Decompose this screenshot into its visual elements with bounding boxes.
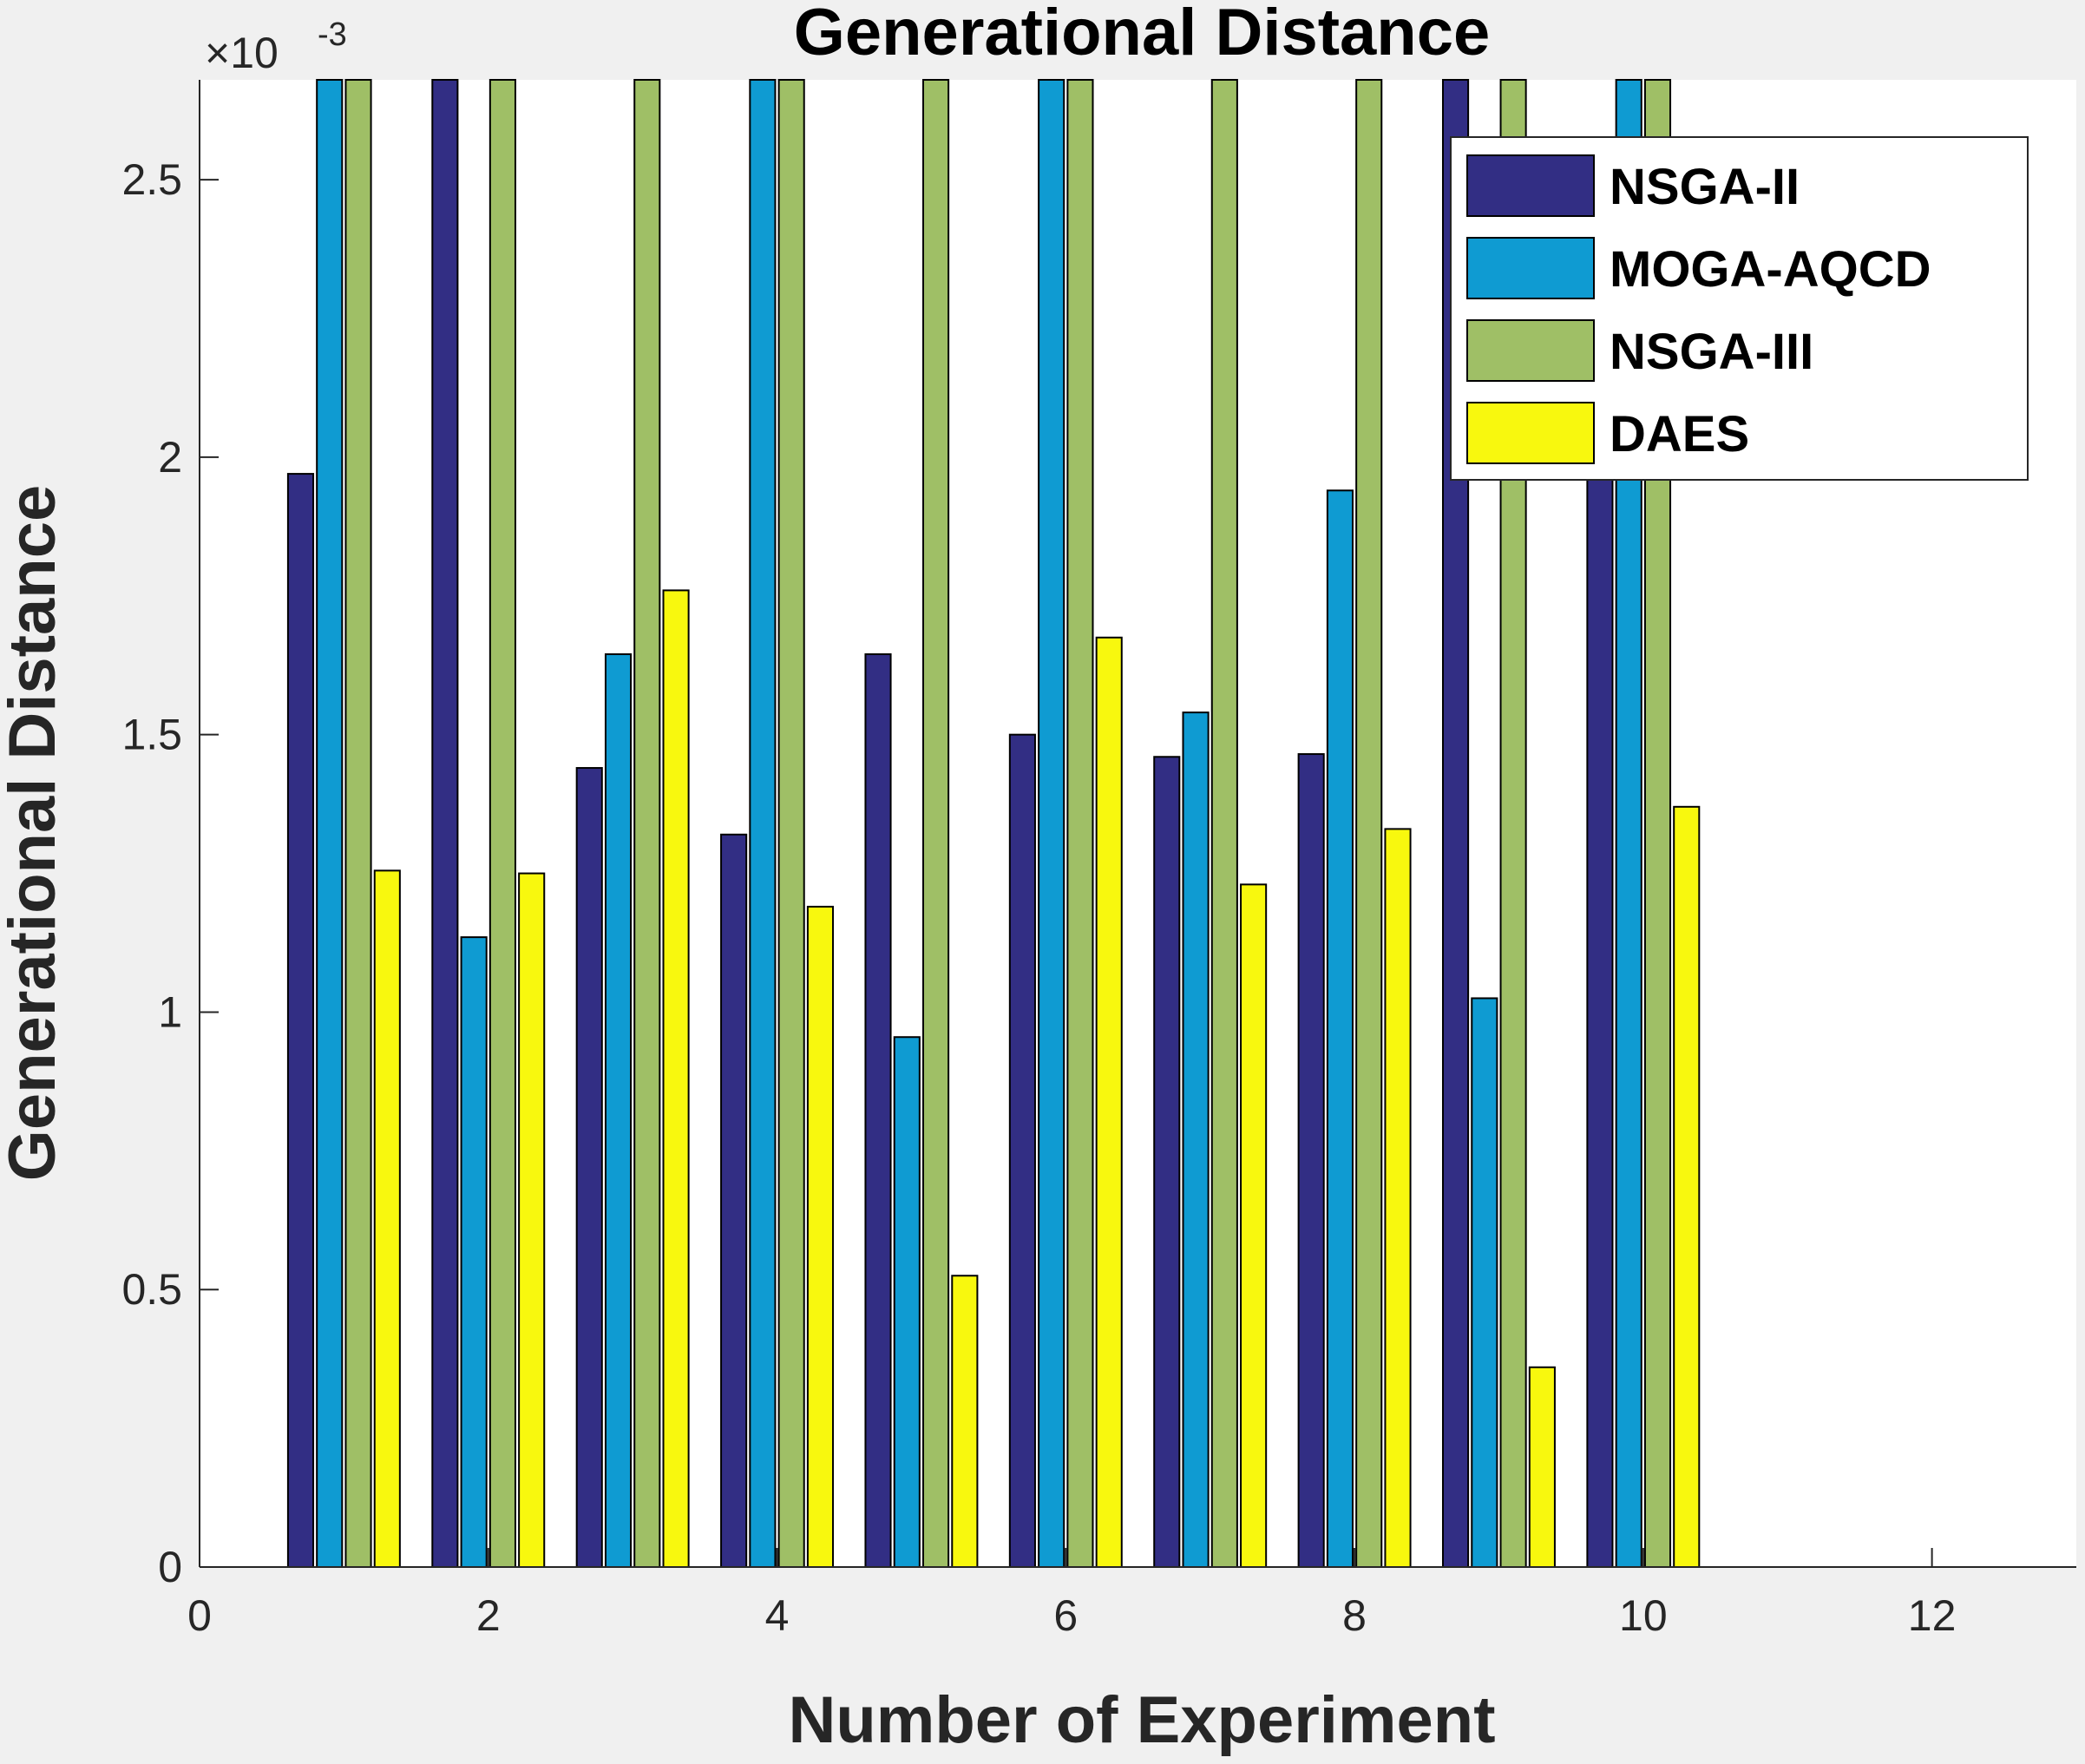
- bar-nsga-iii-exp-1: [344, 79, 372, 1568]
- x-tick-label-6: 6: [1053, 1591, 1078, 1640]
- bar-daes-exp-6: [1095, 636, 1123, 1568]
- y-tick-label-1.5: 1.5: [121, 711, 182, 759]
- bar-moga-aqcd-exp-4: [749, 79, 777, 1568]
- bar-daes-exp-3: [662, 589, 690, 1568]
- bar-nsga-iii-exp-3: [633, 79, 661, 1568]
- bar-nsga-ii-exp-5: [864, 652, 892, 1569]
- ticks-group: 0 2 4 6 8 10 12 0 0.5 1 1.5 2 2.5: [121, 155, 1956, 1640]
- x-axis-title: Number of Experiment: [788, 1683, 1495, 1757]
- x-tick-label-10: 10: [1619, 1591, 1668, 1640]
- bar-daes-exp-5: [951, 1275, 979, 1569]
- legend-label-nsga-ii: NSGA-II: [1610, 159, 1800, 215]
- y-axis-exponent-power: -3: [318, 16, 347, 53]
- bar-nsga-ii-exp-8: [1297, 753, 1325, 1568]
- bar-daes-exp-2: [518, 872, 546, 1568]
- axes-group: [199, 80, 2076, 1568]
- y-axis-exponent-base: ×10: [205, 29, 279, 77]
- legend-swatch-moga-aqcd: [1466, 237, 1595, 299]
- bar-daes-exp-9: [1528, 1366, 1556, 1569]
- x-tick-label-12: 12: [1908, 1591, 1957, 1640]
- y-axis-title: Generational Distance: [0, 485, 69, 1182]
- bar-nsga-ii-exp-1: [286, 473, 315, 1569]
- bar-daes-exp-7: [1240, 883, 1268, 1568]
- chart-title: Generational Distance: [794, 0, 1491, 69]
- bars-group: [286, 79, 1701, 1569]
- legend-label-nsga-iii: NSGA-III: [1610, 324, 1813, 380]
- y-tick-label-0: 0: [158, 1543, 182, 1591]
- bar-moga-aqcd-exp-3: [604, 652, 633, 1569]
- bar-daes-exp-4: [806, 905, 835, 1568]
- bar-nsga-iii-exp-6: [1066, 79, 1094, 1568]
- bar-nsga-iii-exp-7: [1210, 79, 1238, 1568]
- bar-moga-aqcd-exp-6: [1038, 79, 1065, 1568]
- x-tick-label-0: 0: [187, 1591, 212, 1640]
- x-tick-label-2: 2: [476, 1591, 501, 1640]
- bar-nsga-ii-exp-7: [1153, 756, 1181, 1568]
- legend-swatch-nsga-ii: [1466, 154, 1595, 217]
- bar-daes-exp-8: [1384, 828, 1412, 1568]
- bar-moga-aqcd-exp-8: [1326, 489, 1354, 1568]
- legend: NSGA-II MOGA-AQCD NSGA-III DAES: [1450, 136, 2029, 481]
- bar-nsga-ii-exp-6: [1008, 733, 1036, 1568]
- bar-moga-aqcd-exp-7: [1182, 712, 1210, 1568]
- bar-nsga-ii-exp-10: [1586, 456, 1614, 1568]
- legend-label-daes: DAES: [1610, 406, 1749, 462]
- bar-daes-exp-1: [373, 869, 401, 1568]
- bar-nsga-ii-exp-4: [720, 833, 748, 1568]
- y-tick-label-2.5: 2.5: [121, 155, 182, 204]
- x-tick-label-8: 8: [1342, 1591, 1367, 1640]
- bar-moga-aqcd-exp-2: [460, 936, 488, 1568]
- y-axis-exponent: ×10 -3: [205, 16, 347, 77]
- x-tick-label-4: 4: [765, 1591, 790, 1640]
- y-tick-label-0.5: 0.5: [121, 1265, 182, 1314]
- bar-nsga-iii-exp-5: [922, 79, 950, 1568]
- legend-label-moga-aqcd: MOGA-AQCD: [1610, 241, 1931, 298]
- bar-nsga-ii-exp-2: [431, 79, 459, 1568]
- y-tick-label-1: 1: [158, 987, 182, 1036]
- bar-nsga-iii-exp-8: [1355, 79, 1383, 1568]
- bar-daes-exp-10: [1673, 805, 1701, 1568]
- bar-moga-aqcd-exp-5: [893, 1036, 921, 1569]
- legend-swatch-daes: [1466, 402, 1595, 464]
- bar-moga-aqcd-exp-9: [1471, 997, 1498, 1568]
- bar-moga-aqcd-exp-1: [316, 79, 344, 1568]
- bar-nsga-ii-exp-3: [575, 767, 603, 1568]
- legend-swatch-nsga-iii: [1466, 319, 1595, 382]
- y-tick-label-2: 2: [158, 433, 182, 482]
- bar-nsga-iii-exp-4: [777, 79, 805, 1568]
- bar-nsga-iii-exp-2: [488, 79, 516, 1568]
